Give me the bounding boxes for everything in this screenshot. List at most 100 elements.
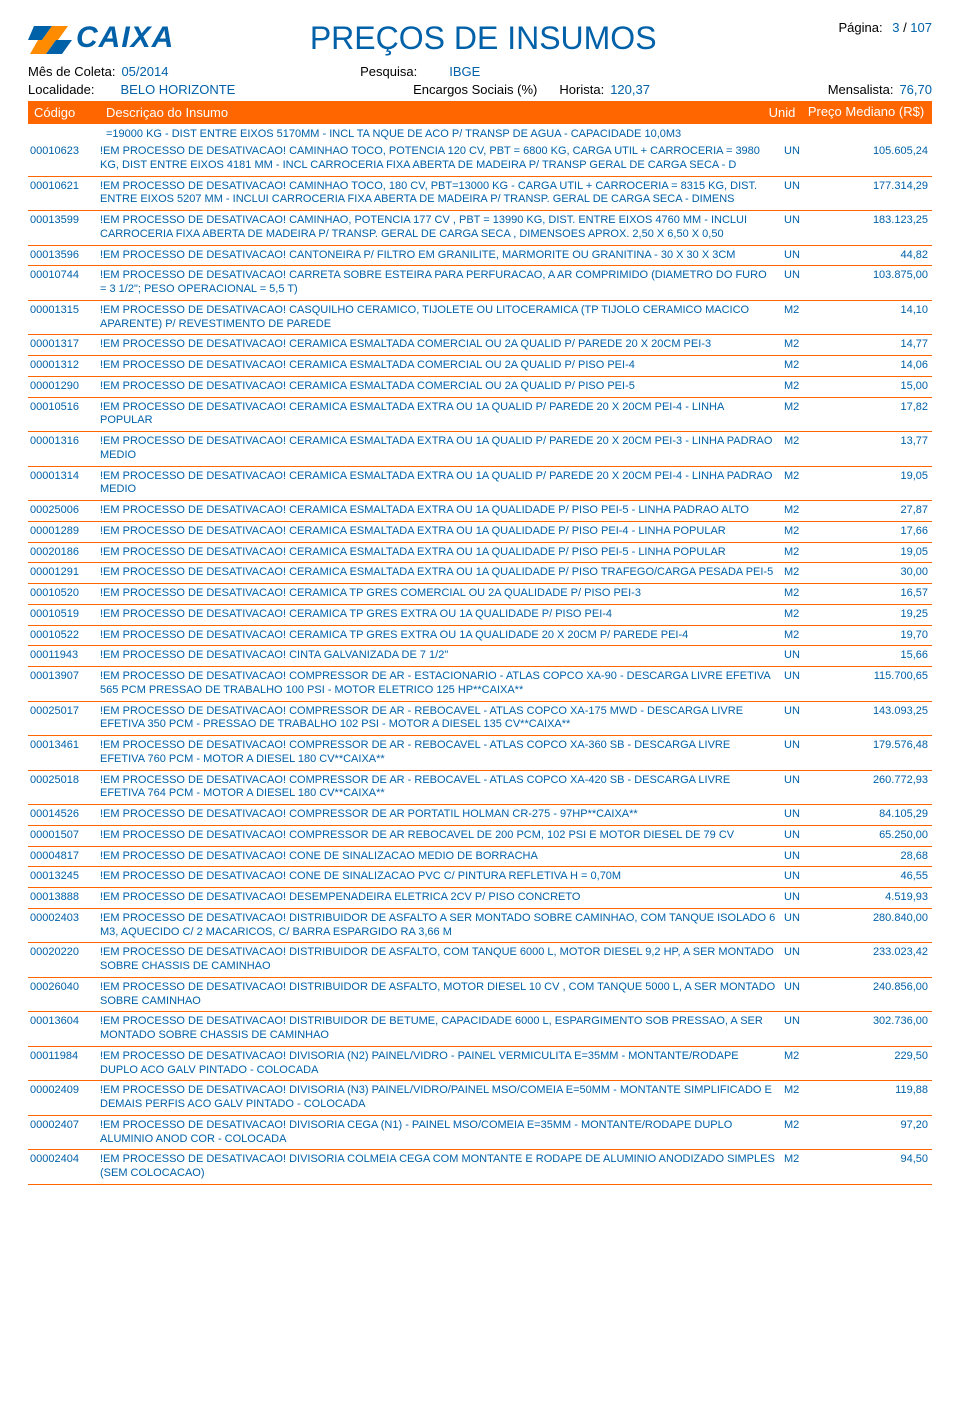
mensalista-value: 76,70 [899, 82, 932, 97]
table-row: 00010744!EM PROCESSO DE DESATIVACAO! CAR… [28, 266, 932, 301]
cell-preco: 28,68 [832, 850, 932, 864]
cell-preco: 46,55 [832, 870, 932, 884]
table-row: 00025006!EM PROCESSO DE DESATIVACAO! CER… [28, 501, 932, 522]
table-row: 00025017!EM PROCESSO DE DESATIVACAO! COM… [28, 702, 932, 737]
mensalista-label: Mensalista: [828, 82, 894, 97]
cell-preco: 30,00 [832, 566, 932, 580]
header: CAIXA PREÇOS DE INSUMOS Página: 3 / 107 [28, 16, 932, 60]
cell-unid: UN [784, 180, 832, 208]
table-row: 00010522!EM PROCESSO DE DESATIVACAO! CER… [28, 626, 932, 647]
cell-codigo: 00002407 [28, 1119, 100, 1147]
table-row: 00013245!EM PROCESSO DE DESATIVACAO! CON… [28, 867, 932, 888]
cell-preco: 115.700,65 [832, 670, 932, 698]
cell-codigo: 00011943 [28, 649, 100, 663]
cell-unid: M2 [784, 608, 832, 622]
cell-unid: UN [784, 649, 832, 663]
cell-unid: M2 [784, 629, 832, 643]
cell-unid: M2 [784, 470, 832, 498]
cell-codigo: 00025018 [28, 774, 100, 802]
page-number: Página: 3 / 107 [792, 16, 932, 35]
cell-descricao: !EM PROCESSO DE DESATIVACAO! DISTRIBUIDO… [100, 1015, 784, 1043]
cell-codigo: 00010520 [28, 587, 100, 601]
cell-descricao: !EM PROCESSO DE DESATIVACAO! COMPRESSOR … [100, 829, 784, 843]
cell-unid: UN [784, 981, 832, 1009]
cell-descricao: !EM PROCESSO DE DESATIVACAO! DIVISORIA C… [100, 1153, 784, 1181]
cell-preco: 19,70 [832, 629, 932, 643]
localidade-value: BELO HORIZONTE [121, 82, 236, 97]
cell-codigo: 00001290 [28, 380, 100, 394]
table-row: 00001291!EM PROCESSO DE DESATIVACAO! CER… [28, 563, 932, 584]
cell-unid: UN [784, 1015, 832, 1043]
table-row: 00001312!EM PROCESSO DE DESATIVACAO! CER… [28, 356, 932, 377]
cell-preco: 97,20 [832, 1119, 932, 1147]
cell-preco: 19,05 [832, 470, 932, 498]
table-row: 00020186!EM PROCESSO DE DESATIVACAO! CER… [28, 543, 932, 564]
cell-preco: 177.314,29 [832, 180, 932, 208]
cell-codigo: 00013907 [28, 670, 100, 698]
cell-unid: M2 [784, 504, 832, 518]
cell-codigo: 00013596 [28, 249, 100, 263]
cell-unid: M2 [784, 304, 832, 332]
cell-descricao: !EM PROCESSO DE DESATIVACAO! CERAMICA TP… [100, 629, 784, 643]
table-row: 00004817!EM PROCESSO DE DESATIVACAO! CON… [28, 847, 932, 868]
cell-preco: 229,50 [832, 1050, 932, 1078]
cell-codigo: 00001291 [28, 566, 100, 580]
localidade-label: Localidade: [28, 82, 95, 97]
cell-unid: UN [784, 249, 832, 263]
table-row: 00013599!EM PROCESSO DE DESATIVACAO! CAM… [28, 211, 932, 246]
page-current: 3 [892, 20, 899, 35]
cell-codigo: 00013888 [28, 891, 100, 905]
cell-codigo: 00014526 [28, 808, 100, 822]
report-title: PREÇOS DE INSUMOS [174, 16, 792, 57]
cell-unid: M2 [784, 1084, 832, 1112]
cell-descricao: !EM PROCESSO DE DESATIVACAO! COMPRESSOR … [100, 670, 784, 698]
cell-preco: 27,87 [832, 504, 932, 518]
cell-unid: M2 [784, 587, 832, 601]
cell-unid: UN [784, 269, 832, 297]
cell-codigo: 00010621 [28, 180, 100, 208]
cell-unid: M2 [784, 338, 832, 352]
cell-codigo: 00001289 [28, 525, 100, 539]
cell-unid: UN [784, 870, 832, 884]
table-row: 00001317!EM PROCESSO DE DESATIVACAO! CER… [28, 335, 932, 356]
cell-preco: 14,77 [832, 338, 932, 352]
table-row: 00013596!EM PROCESSO DE DESATIVACAO! CAN… [28, 246, 932, 267]
cell-unid: UN [784, 774, 832, 802]
cell-descricao: !EM PROCESSO DE DESATIVACAO! DIVISORIA (… [100, 1050, 784, 1078]
cell-unid: UN [784, 850, 832, 864]
cell-unid: M2 [784, 435, 832, 463]
page-label: Página: [838, 20, 882, 35]
cell-descricao: !EM PROCESSO DE DESATIVACAO! CARRETA SOB… [100, 269, 784, 297]
cell-preco: 280.840,00 [832, 912, 932, 940]
cell-descricao: !EM PROCESSO DE DESATIVACAO! CAMINHAO, P… [100, 214, 784, 242]
cell-unid: M2 [784, 566, 832, 580]
cell-unid: UN [784, 145, 832, 173]
logo: CAIXA [28, 16, 174, 60]
cell-descricao: !EM PROCESSO DE DESATIVACAO! CAMINHAO TO… [100, 145, 784, 173]
table-row: 00001290!EM PROCESSO DE DESATIVACAO! CER… [28, 377, 932, 398]
cell-descricao: !EM PROCESSO DE DESATIVACAO! CANTONEIRA … [100, 249, 784, 263]
cell-preco: 260.772,93 [832, 774, 932, 802]
cell-preco: 17,66 [832, 525, 932, 539]
cell-codigo: 00010519 [28, 608, 100, 622]
cell-descricao: !EM PROCESSO DE DESATIVACAO! CERAMICA ES… [100, 566, 784, 580]
cell-codigo: 00013604 [28, 1015, 100, 1043]
cell-codigo: 00002409 [28, 1084, 100, 1112]
cell-codigo: 00011984 [28, 1050, 100, 1078]
cell-codigo: 00010522 [28, 629, 100, 643]
cell-codigo: 00013461 [28, 739, 100, 767]
cell-preco: 183.123,25 [832, 214, 932, 242]
cell-descricao: !EM PROCESSO DE DESATIVACAO! DIVISORIA C… [100, 1119, 784, 1147]
meta-block: Mês de Coleta: 05/2014 Pesquisa: IBGE Lo… [28, 64, 932, 97]
cell-unid: M2 [784, 525, 832, 539]
cell-preco: 84.105,29 [832, 808, 932, 822]
cell-preco: 103.875,00 [832, 269, 932, 297]
cell-descricao: !EM PROCESSO DE DESATIVACAO! CERAMICA ES… [100, 380, 784, 394]
cell-codigo: 00010516 [28, 401, 100, 429]
page-total: 107 [910, 20, 932, 35]
horista-label: Horista: [559, 82, 604, 97]
cell-codigo: 00001507 [28, 829, 100, 843]
table-row: 00011943!EM PROCESSO DE DESATIVACAO! CIN… [28, 646, 932, 667]
col-unid: Unid [758, 105, 806, 120]
cell-unid: UN [784, 946, 832, 974]
